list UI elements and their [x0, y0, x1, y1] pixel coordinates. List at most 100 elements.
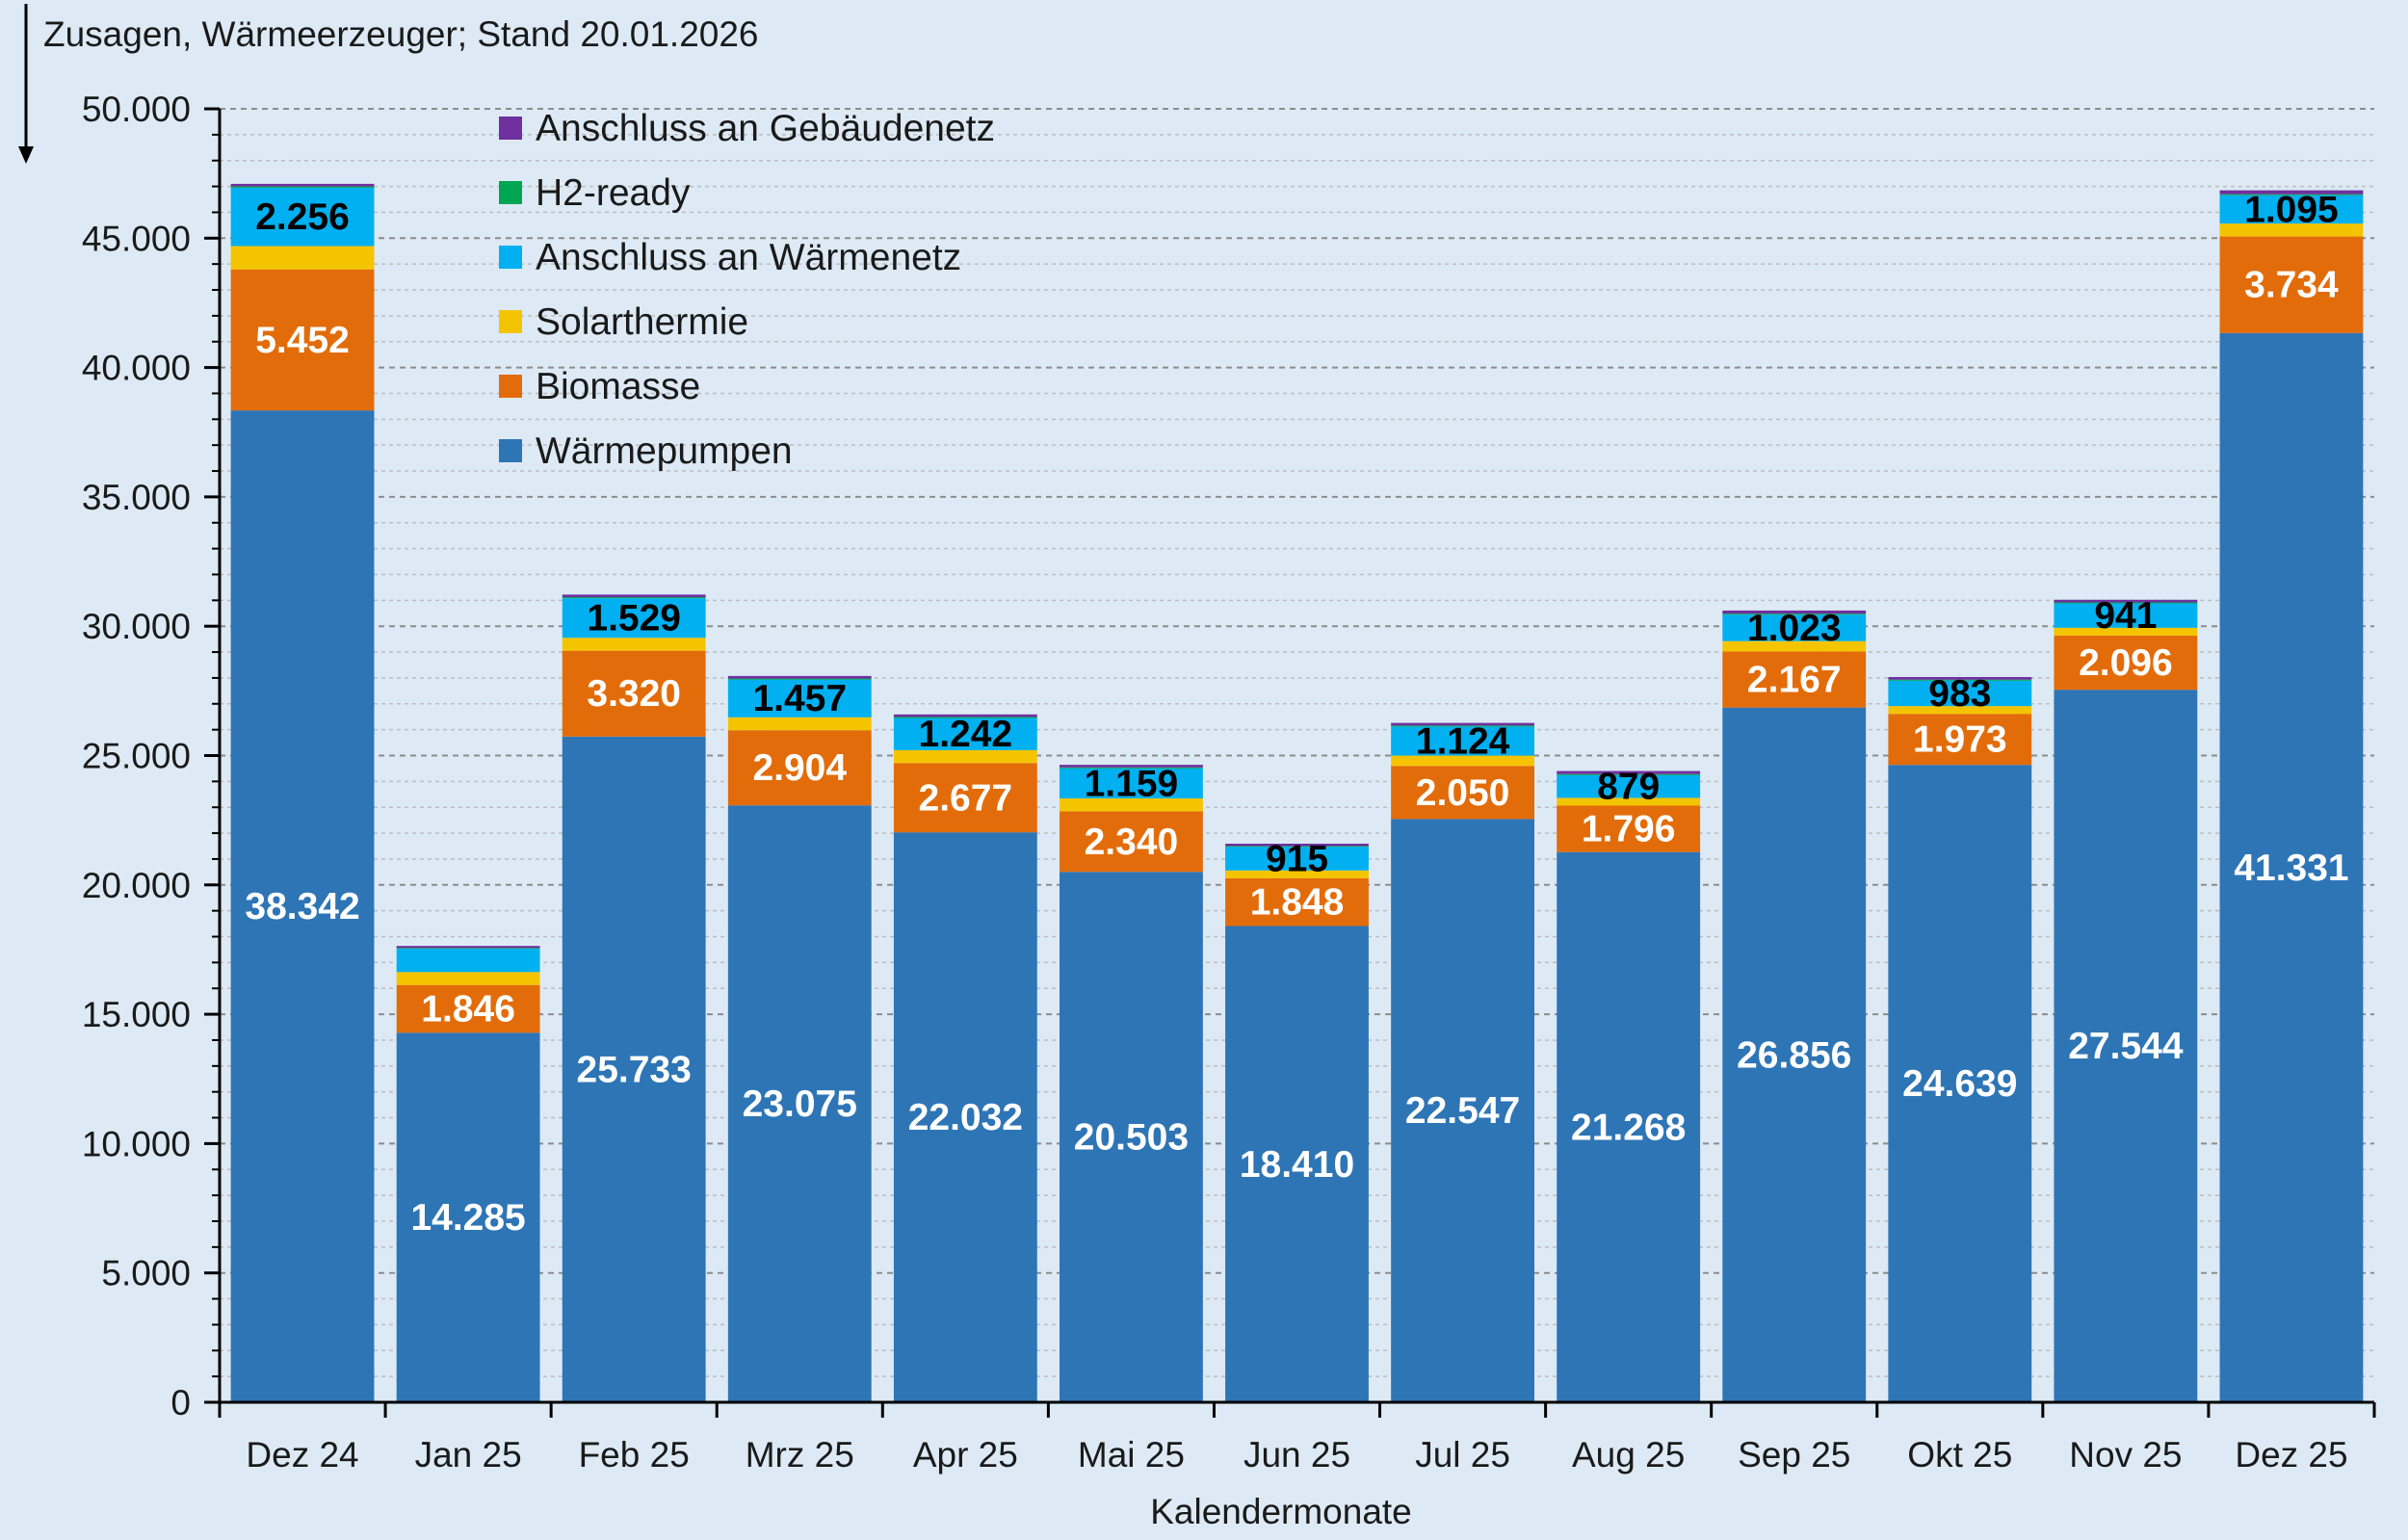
- x-tick-label: Sep 25: [1738, 1435, 1850, 1475]
- bar-segment: [562, 597, 706, 599]
- legend-swatch: [499, 117, 522, 140]
- y-tick-label: 0: [170, 1383, 191, 1423]
- bar-segment: [727, 717, 872, 731]
- y-tick-label: 40.000: [82, 349, 191, 388]
- data-label: 22.032: [908, 1097, 1023, 1138]
- bar-segment: [1391, 819, 1535, 1402]
- data-label: 915: [1266, 839, 1328, 880]
- data-label: 2.096: [2079, 642, 2173, 684]
- bar-segment: [727, 679, 872, 718]
- bar-segment: [2219, 194, 2364, 196]
- x-tick-label: Jun 25: [1243, 1435, 1350, 1475]
- x-tick-label: Feb 25: [579, 1435, 690, 1475]
- data-label: 21.268: [1571, 1107, 1686, 1148]
- bar-segment: [562, 594, 706, 598]
- y-tick-label: 20.000: [82, 866, 191, 905]
- bar-segment: [1225, 846, 1369, 848]
- bar-segment: [1225, 926, 1369, 1402]
- data-label: 2.677: [919, 777, 1013, 819]
- bar-segment: [1059, 768, 1203, 799]
- data-label: 1.242: [919, 714, 1013, 755]
- bar-segment: [893, 832, 1037, 1402]
- bar-segment: [1059, 811, 1203, 873]
- data-label: 1.159: [1085, 763, 1179, 804]
- bar-segment: [1888, 679, 2032, 681]
- bar-segment: [1722, 614, 1867, 641]
- x-tick-label: Apr 25: [913, 1435, 1018, 1475]
- legend-label: Anschluss an Gebäudenetz: [536, 108, 995, 149]
- data-label: 1.796: [1582, 809, 1676, 850]
- legend-swatch: [499, 246, 522, 269]
- bar-segment: [230, 410, 375, 1402]
- data-label: 25.733: [577, 1049, 692, 1090]
- data-label: 2.167: [1747, 660, 1842, 701]
- bar-segment: [1722, 707, 1867, 1402]
- bar-segment: [562, 598, 706, 639]
- data-label: 1.846: [421, 989, 515, 1031]
- bar-segment: [230, 269, 375, 411]
- data-label: 2.050: [1416, 772, 1510, 814]
- x-tick-label: Jan 25: [415, 1435, 522, 1475]
- bar-segment: [2219, 190, 2364, 195]
- bar-segment: [1888, 714, 2032, 766]
- bar-segment: [1225, 877, 1369, 927]
- y-tick-label: 5.000: [101, 1254, 191, 1293]
- bar-segment: [396, 1032, 540, 1402]
- bar-segment: [1225, 844, 1369, 847]
- bar-segment: [1557, 805, 1701, 852]
- legend-swatch: [499, 375, 522, 398]
- data-label: 22.547: [1405, 1090, 1520, 1132]
- bar-segment: [2219, 332, 2364, 1402]
- data-label: 1.457: [752, 678, 847, 719]
- bar-segment: [230, 183, 375, 187]
- y-tick-label: 30.000: [82, 607, 191, 646]
- data-label: 18.410: [1240, 1144, 1354, 1186]
- data-label: 24.639: [1902, 1063, 2017, 1105]
- bar-segment: [893, 763, 1037, 833]
- bar-segment: [1391, 722, 1535, 726]
- bar-segment: [562, 650, 706, 737]
- data-label: 1.973: [1913, 719, 2007, 761]
- data-label: 1.095: [2244, 189, 2339, 230]
- bar-segment: [562, 736, 706, 1402]
- legend-swatch: [499, 439, 522, 462]
- bar-segment: [230, 186, 375, 188]
- bar-segment: [1391, 755, 1535, 767]
- legend-label: Anschluss an Wärmenetz: [536, 237, 961, 278]
- data-label: 2.256: [255, 196, 350, 238]
- bar-segment: [2054, 690, 2198, 1402]
- data-label: 983: [1928, 673, 1991, 715]
- bar-segment: [1059, 798, 1203, 812]
- y-tick-label: 10.000: [82, 1124, 191, 1163]
- chart-title: Zusagen, Wärmeerzeuger; Stand 20.01.2026: [43, 14, 759, 54]
- data-label: 1.848: [1250, 882, 1345, 924]
- bars-layer: [230, 183, 2364, 1402]
- legend-swatch: [499, 310, 522, 333]
- bar-segment: [396, 972, 540, 985]
- y-tick-label: 15.000: [82, 995, 191, 1034]
- bar-segment: [1888, 706, 2032, 715]
- bar-segment: [396, 948, 540, 950]
- y-tick-label: 45.000: [82, 219, 191, 258]
- bar-segment: [1059, 872, 1203, 1402]
- bar-segment: [727, 805, 872, 1402]
- bar-segment: [1722, 610, 1867, 614]
- x-tick-label: Okt 25: [1907, 1435, 2012, 1475]
- legend-label: Biomasse: [536, 366, 700, 407]
- bar-segment: [396, 984, 540, 1033]
- bar-segment: [2054, 603, 2198, 628]
- data-label: 41.331: [2234, 848, 2348, 889]
- bar-segment: [1059, 767, 1203, 769]
- bar-segment: [396, 949, 540, 973]
- bar-segment: [230, 187, 375, 247]
- bar-segment: [2054, 635, 2198, 691]
- data-label: 1.023: [1747, 608, 1842, 649]
- x-tick-label: Dez 24: [246, 1435, 358, 1475]
- bar-segment: [2219, 236, 2364, 333]
- bar-segment: [1059, 765, 1203, 768]
- data-label: 14.285: [410, 1197, 525, 1239]
- x-axis-title: Kalendermonate: [1150, 1492, 1412, 1531]
- y-tick-label: 50.000: [82, 90, 191, 129]
- bar-segment: [893, 714, 1037, 718]
